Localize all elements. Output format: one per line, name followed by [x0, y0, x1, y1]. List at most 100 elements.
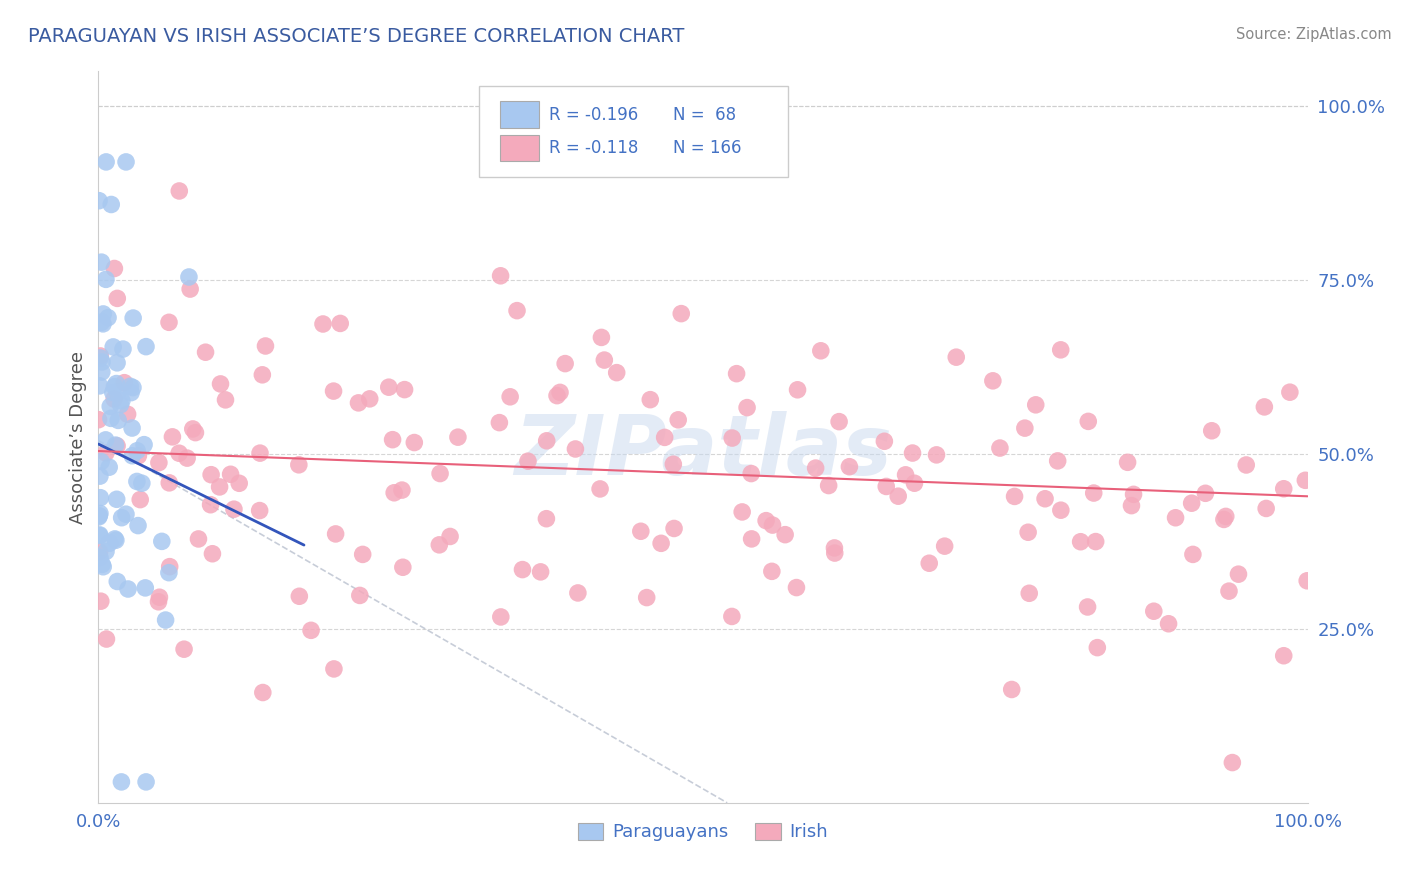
- Point: [120, 385, 142, 400]
- Point: [1164, 510, 1187, 524]
- Point: [105, 492, 128, 507]
- Point: [925, 448, 948, 462]
- Point: [150, 534, 173, 549]
- Point: [90, 454, 112, 468]
- Point: [1049, 343, 1071, 357]
- Point: [1181, 548, 1204, 562]
- Point: [1218, 584, 1240, 599]
- Point: [91, 559, 114, 574]
- Point: [89, 528, 111, 542]
- Point: [117, 407, 139, 421]
- Point: [169, 184, 191, 198]
- Point: [567, 586, 589, 600]
- Point: [934, 539, 956, 553]
- Point: [115, 507, 138, 521]
- Point: [135, 340, 157, 354]
- Point: [1017, 525, 1039, 540]
- Point: [1001, 682, 1024, 697]
- Point: [654, 430, 676, 444]
- Point: [530, 565, 553, 579]
- Point: [1085, 640, 1108, 655]
- Point: [378, 380, 401, 394]
- Point: [1296, 574, 1319, 588]
- Point: [427, 538, 450, 552]
- Point: [536, 434, 558, 448]
- Point: [176, 451, 198, 466]
- Point: [630, 524, 652, 539]
- Point: [506, 303, 529, 318]
- Point: [828, 415, 851, 429]
- Point: [90, 365, 112, 379]
- Point: [100, 411, 122, 425]
- Point: [89, 349, 111, 363]
- Point: [288, 589, 311, 603]
- Point: [96, 632, 118, 646]
- Point: [1025, 398, 1047, 412]
- Point: [105, 292, 128, 306]
- Point: [105, 574, 128, 589]
- Legend: Paraguayans, Irish: Paraguayans, Irish: [571, 815, 835, 848]
- Point: [1116, 455, 1139, 469]
- Point: [741, 532, 763, 546]
- Point: [94, 155, 117, 169]
- Point: [499, 390, 522, 404]
- Text: PARAGUAYAN VS IRISH ASSOCIATE’S DEGREE CORRELATION CHART: PARAGUAYAN VS IRISH ASSOCIATE’S DEGREE C…: [28, 27, 685, 45]
- Point: [111, 510, 134, 524]
- Point: [817, 478, 839, 492]
- Point: [89, 550, 111, 565]
- Point: [381, 433, 404, 447]
- Point: [1121, 499, 1143, 513]
- Point: [731, 505, 754, 519]
- Y-axis label: Associate’s Degree: Associate’s Degree: [69, 351, 87, 524]
- Point: [299, 624, 322, 638]
- Point: [105, 439, 128, 453]
- Point: [249, 503, 271, 517]
- Point: [1046, 454, 1069, 468]
- Point: [773, 527, 796, 541]
- Point: [1033, 491, 1056, 506]
- Point: [94, 272, 117, 286]
- Point: [1253, 400, 1275, 414]
- Point: [94, 446, 117, 460]
- Point: [1014, 421, 1036, 435]
- Point: [200, 467, 222, 482]
- Point: [157, 475, 180, 490]
- Point: [1215, 509, 1237, 524]
- Point: [167, 446, 190, 460]
- Point: [122, 311, 145, 326]
- Point: [187, 532, 209, 546]
- Point: [173, 642, 195, 657]
- Point: [110, 775, 132, 789]
- Point: [1256, 501, 1278, 516]
- Point: [981, 374, 1004, 388]
- Point: [1194, 486, 1216, 500]
- Point: [875, 479, 897, 493]
- Point: [1018, 586, 1040, 600]
- Point: [104, 533, 127, 548]
- FancyBboxPatch shape: [501, 102, 538, 128]
- Point: [103, 379, 125, 393]
- Point: [1122, 487, 1144, 501]
- Point: [103, 261, 125, 276]
- Point: [89, 351, 111, 365]
- Point: [121, 421, 143, 435]
- Point: [222, 502, 245, 516]
- Point: [721, 609, 744, 624]
- Point: [214, 392, 236, 407]
- Point: [1181, 496, 1204, 510]
- Point: [1294, 473, 1316, 487]
- Point: [1077, 414, 1099, 428]
- Point: [564, 442, 586, 456]
- Point: [162, 430, 184, 444]
- Point: [329, 317, 352, 331]
- Point: [359, 392, 381, 406]
- Point: [838, 459, 860, 474]
- Point: [761, 565, 783, 579]
- Point: [1234, 458, 1257, 472]
- Point: [103, 340, 125, 354]
- Point: [489, 610, 512, 624]
- Point: [554, 357, 576, 371]
- Point: [662, 457, 685, 471]
- Point: [121, 449, 143, 463]
- Point: [87, 413, 110, 427]
